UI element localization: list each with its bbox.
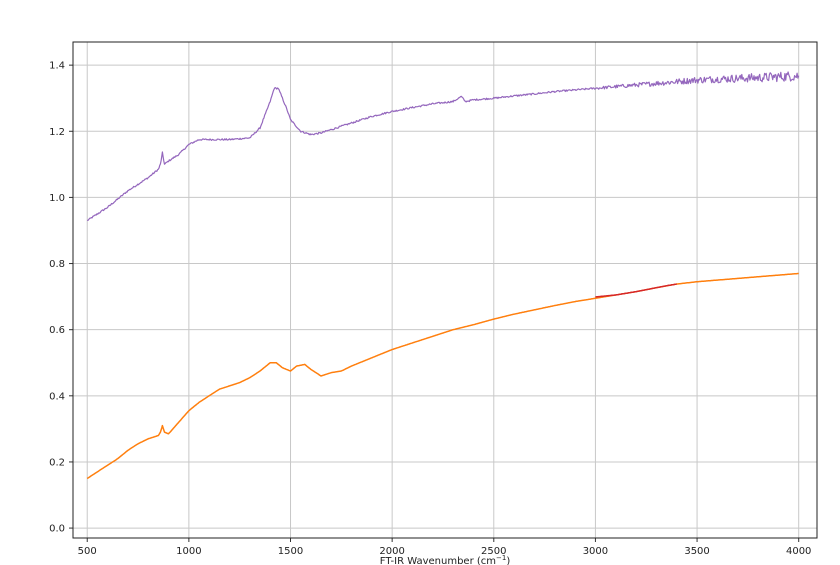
series-line-1: [86, 272, 799, 480]
y-tick-label: 0.8: [49, 259, 65, 270]
y-tick-label: 1.0: [49, 193, 65, 204]
x-tick-label: 1500: [278, 546, 303, 557]
x-tick-label: 3500: [684, 546, 709, 557]
series-line-2: [595, 283, 677, 298]
series-lines: [86, 71, 800, 480]
y-tick-label: 0.0: [49, 524, 65, 535]
grid: [73, 42, 817, 538]
x-tick-label: 1000: [176, 546, 201, 557]
series-line-0: [87, 71, 800, 221]
y-tick-label: 0.4: [49, 391, 65, 402]
plot-frame: [72, 41, 818, 539]
x-tick-label: 2000: [379, 546, 404, 557]
x-tick-label: 2500: [481, 546, 506, 557]
x-axis-label: FT-IR Wavenumber (cm−1): [380, 554, 511, 565]
x-tick-label: 3000: [583, 546, 608, 557]
x-tick-label: 500: [78, 546, 97, 557]
y-tick-label: 0.2: [49, 457, 65, 468]
y-tick-label: 1.4: [49, 61, 65, 72]
x-tick-label: 4000: [786, 546, 811, 557]
y-tick-label: 0.6: [49, 325, 65, 336]
axis-ticks: 500 1000 1500 2000 2500 3000 3500 4000 0.0 0.2 0.4…: [49, 61, 811, 557]
y-tick-label: 1.2: [49, 127, 65, 138]
